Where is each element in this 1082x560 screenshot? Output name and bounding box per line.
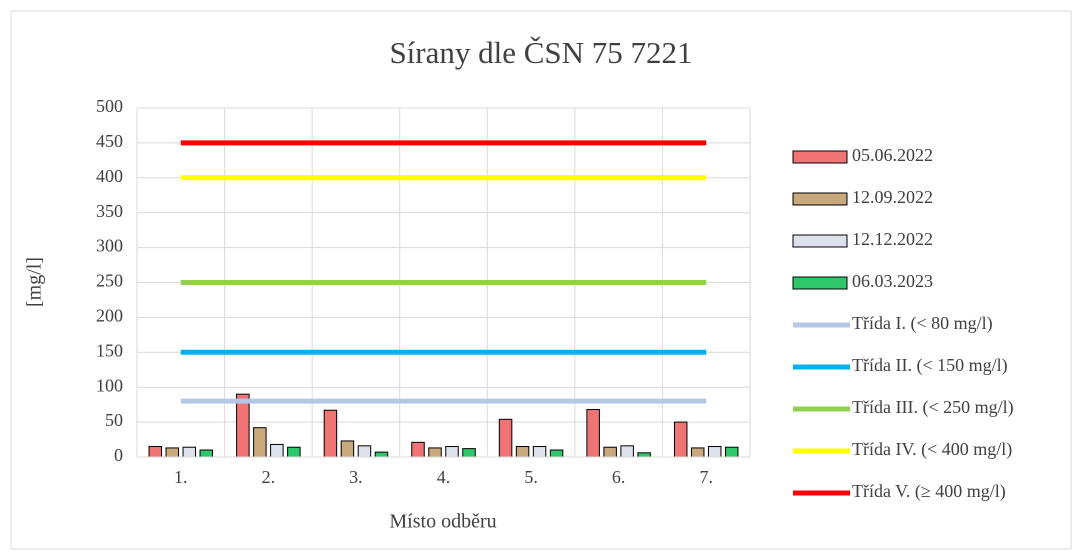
x-tick-label: 5. bbox=[524, 467, 538, 487]
chart-title: Sírany dle ČSN 75 7221 bbox=[389, 35, 692, 70]
x-tick-label: 2. bbox=[262, 467, 276, 487]
bar bbox=[673, 421, 688, 458]
legend-swatch bbox=[792, 192, 848, 206]
y-tick-label: 250 bbox=[96, 271, 123, 291]
bar bbox=[411, 441, 425, 458]
y-tick-label: 150 bbox=[96, 340, 123, 360]
y-axis-title: [mg/l] bbox=[24, 257, 46, 307]
bar bbox=[462, 448, 476, 458]
y-tick-label: 450 bbox=[96, 131, 123, 151]
bar bbox=[148, 446, 163, 458]
legend-label: 05.06.2022 bbox=[852, 145, 933, 165]
bar bbox=[620, 445, 634, 458]
y-tick-label: 200 bbox=[96, 306, 123, 326]
x-axis-title: Místo odběru bbox=[389, 511, 496, 533]
y-tick-label: 500 bbox=[96, 96, 123, 116]
x-tick-label: 7. bbox=[699, 467, 713, 487]
legend-label: 06.03.2023 bbox=[852, 271, 933, 291]
bar bbox=[515, 446, 530, 458]
bar bbox=[603, 446, 617, 458]
bar bbox=[165, 447, 180, 458]
y-tick-label: 350 bbox=[96, 201, 123, 221]
bar bbox=[724, 446, 739, 458]
bar bbox=[707, 446, 722, 458]
bar bbox=[498, 418, 513, 458]
bar bbox=[637, 452, 651, 458]
bar bbox=[182, 446, 197, 458]
bar bbox=[445, 446, 459, 458]
bar bbox=[549, 449, 564, 458]
legend-swatch bbox=[792, 276, 848, 290]
legend-label: Třída V. (≥ 400 mg/l) bbox=[852, 481, 1006, 502]
legend-label: Třída IV. (< 400 mg/l) bbox=[852, 439, 1012, 460]
bar bbox=[323, 409, 338, 458]
bar bbox=[357, 445, 372, 458]
bar bbox=[374, 451, 389, 458]
x-tick-label: 6. bbox=[612, 467, 626, 487]
bar bbox=[287, 446, 301, 458]
x-tick-label: 4. bbox=[437, 467, 451, 487]
legend-label: Třída I. (< 80 mg/l) bbox=[852, 313, 993, 334]
legend-label: 12.12.2022 bbox=[852, 229, 933, 249]
y-tick-label: 300 bbox=[96, 236, 123, 256]
y-tick-label: 100 bbox=[96, 375, 123, 395]
x-tick-label: 3. bbox=[349, 467, 363, 487]
y-tick-label: 0 bbox=[114, 445, 123, 465]
legend-label: Třída III. (< 250 mg/l) bbox=[852, 397, 1014, 418]
legend-label: Třída II. (< 150 mg/l) bbox=[852, 355, 1008, 376]
bar bbox=[340, 440, 355, 458]
bar bbox=[690, 447, 705, 458]
bar bbox=[199, 449, 214, 458]
bar bbox=[253, 427, 267, 458]
legend-label: 12.09.2022 bbox=[852, 187, 933, 207]
bar bbox=[532, 446, 547, 458]
bar bbox=[270, 443, 284, 458]
bar bbox=[586, 409, 600, 458]
legend-swatch bbox=[792, 234, 848, 248]
bar bbox=[428, 447, 442, 458]
legend-swatch bbox=[792, 150, 848, 164]
y-tick-label: 400 bbox=[96, 166, 123, 186]
x-tick-label: 1. bbox=[174, 467, 188, 487]
y-tick-label: 50 bbox=[105, 410, 123, 430]
